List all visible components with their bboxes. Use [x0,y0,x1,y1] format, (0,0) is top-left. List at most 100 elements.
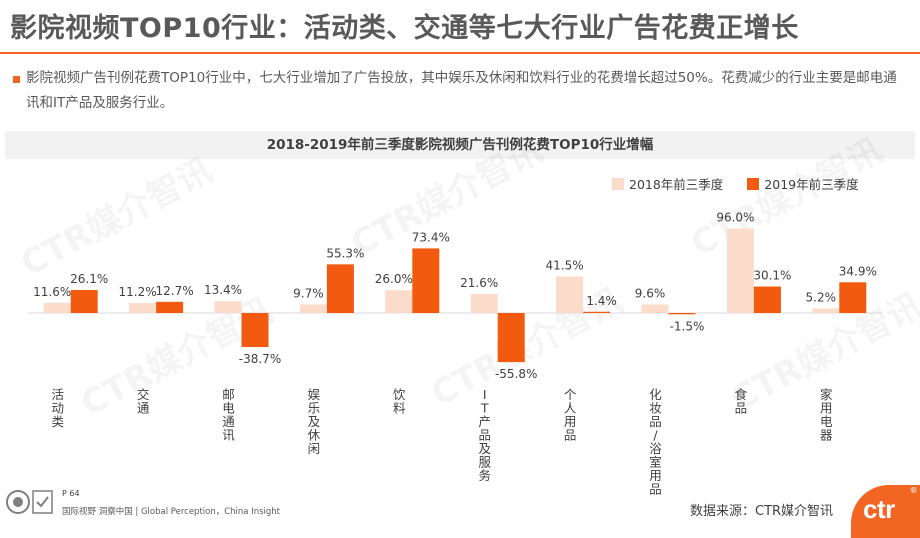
bar-2018 [43,302,71,313]
data-label: 73.4% [412,230,450,244]
category-label: 器 [820,428,833,443]
bar-2019 [326,264,354,313]
bar-2018 [214,301,242,313]
category-label: 服 [478,455,491,470]
bar-2019 [753,286,781,313]
data-label: 21.6% [460,276,498,290]
data-label: 26.0% [375,272,413,286]
category-label: I [483,387,487,402]
category-label: 及 [308,414,321,429]
bar-2019 [241,313,269,348]
category-label: 品 [649,414,662,429]
category-label: 室 [649,455,662,470]
legend-swatch-2018 [612,177,624,190]
data-label: -38.7% [239,352,281,366]
category-label: 品 [649,482,662,497]
ctr-logo: ctr ® [851,485,920,538]
category-label: 饮 [393,387,406,402]
bullet-square-icon [13,76,20,83]
category-label: 浴 [649,441,662,456]
bar-2019 [668,313,696,315]
bar-2019 [412,248,440,313]
page-number: P 64 [62,489,80,498]
legend-item-2019: 2019年前三季度 [747,174,859,193]
category-label: 家 [820,387,833,402]
data-source: 数据来源：CTR媒介智讯 [690,504,834,519]
data-label: 55.3% [326,246,364,260]
certification-seal-icon [6,490,53,514]
category-label: 邮 [222,387,235,402]
legend-swatch-2019 [747,177,760,190]
category-label: 妆 [649,401,662,416]
data-label: 13.4% [204,283,242,297]
category-label: 电 [222,401,235,416]
data-label: -1.5% [670,319,705,333]
bar-2018 [726,228,754,313]
chart-header-band: 2018-2019年前三季度影院视频广告刊例花费TOP10行业增幅 [5,131,915,159]
category-label: 类 [51,414,64,429]
bar-2019 [583,311,611,313]
category-label: 交 [137,387,150,402]
category-label: 休 [308,428,321,443]
bar-2018 [385,290,413,313]
category-label: 产 [478,414,491,429]
data-label: 41.5% [546,258,584,272]
ctr-logo-text: ctr [863,494,895,524]
category-label: 化 [649,387,662,402]
data-label: 9.6% [635,287,666,301]
bar-2018 [470,293,498,313]
title-divider [0,52,920,54]
category-label: 用 [564,414,577,429]
category-label: 务 [478,468,491,483]
legend-item-2018: 2018年前三季度 [612,174,723,193]
bar-2018 [812,308,840,313]
category-label: 品 [564,428,577,443]
category-label: 通 [137,401,150,416]
bar-2018 [556,276,584,313]
category-label: 食 [735,387,748,402]
category-label: 讯 [222,428,235,443]
data-label: 1.4% [586,294,617,308]
bar-2019 [839,282,867,313]
data-label: 12.7% [156,284,194,298]
category-label: 乐 [308,401,321,416]
category-label: T [480,401,489,416]
category-label: 用 [820,401,833,416]
category-label: 闲 [308,441,321,456]
category-label: / [653,428,658,443]
data-label: 9.7% [293,286,324,300]
category-label: 电 [820,414,833,429]
registered-mark-icon: ® [910,486,917,495]
category-label: 动 [51,401,64,416]
bar-2019 [497,313,525,363]
data-label: 11.6% [33,285,71,299]
chart-legend: 2018年前三季度 2019年前三季度 [612,174,883,193]
category-label: 活 [51,387,64,402]
chart-title: 2018-2019年前三季度影院视频广告刊例花费TOP10行业增幅 [266,137,654,153]
bar-2018 [641,304,669,313]
data-label: 11.2% [119,285,157,299]
bar-2019 [156,301,184,313]
category-label: 用 [649,468,662,483]
data-label: 34.9% [839,264,877,278]
data-label: 26.1% [70,272,108,286]
category-label: 品 [735,401,748,416]
category-label: 品 [478,428,491,443]
footer-tagline: 国际视野 洞察中国 | Global Perception，China Insi… [62,507,281,517]
legend-label-2019: 2019年前三季度 [764,177,859,192]
category-label: 人 [564,401,577,416]
data-label: 5.2% [806,290,837,304]
category-label: 及 [478,441,491,456]
bar-2018 [299,304,327,313]
category-label: 料 [393,401,406,416]
category-label: 娱 [308,387,321,402]
bar-2019 [70,290,98,313]
bar-2018 [129,303,157,313]
page-title: 影院视频TOP10行业：活动类、交通等七大行业广告花费正增长 [10,13,799,44]
data-label: 96.0% [716,211,754,225]
data-label: 30.1% [753,269,791,283]
category-label: 个 [564,387,577,402]
data-label: -55.8% [495,367,537,381]
intro-paragraph: 影院视频广告刊例花费TOP10行业中，七大行业增加了广告投放，其中娱乐及休闲和饮… [26,70,897,111]
